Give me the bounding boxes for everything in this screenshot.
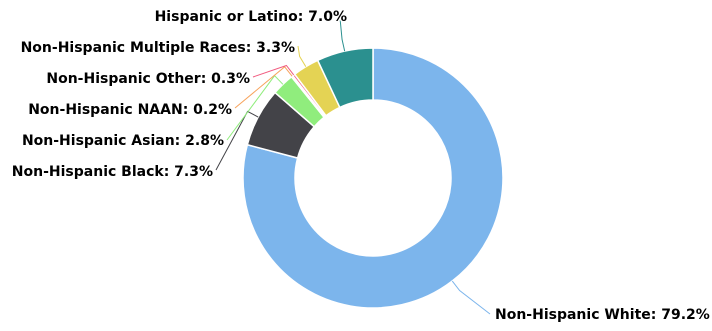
- data-label-non-hispanic-white: Non-Hispanic White: 79.2%: [495, 307, 710, 323]
- data-label-non-hispanic-multiple-races: Non-Hispanic Multiple Races: 3.3%: [21, 40, 295, 56]
- slices-layer: [242, 47, 504, 309]
- labels-layer: Non-Hispanic White: 79.2% Non-Hispanic B…: [10, 8, 711, 325]
- connector-hispanic-or-latino: [339, 17, 346, 52]
- data-label-non-hispanic-naan: Non-Hispanic NAAN: 0.2%: [28, 102, 232, 118]
- connector-non-hispanic-multiple-races: [297, 45, 307, 67]
- connector-non-hispanic-naan: [234, 66, 293, 109]
- data-label-non-hispanic-asian: Non-Hispanic Asian: 2.8%: [22, 133, 224, 149]
- slice-non-hispanic-white[interactable]: [242, 47, 504, 309]
- data-label-non-hispanic-black: Non-Hispanic Black: 7.3%: [12, 164, 213, 180]
- slice-hispanic-or-latino[interactable]: [316, 47, 374, 109]
- connector-non-hispanic-white: [451, 280, 491, 315]
- data-label-non-hispanic-other: Non-Hispanic Other: 0.3%: [46, 71, 250, 87]
- connectors-layer: [215, 17, 491, 315]
- connector-non-hispanic-other: [252, 64, 295, 78]
- data-label-hispanic-or-latino: Hispanic or Latino: 7.0%: [155, 9, 347, 25]
